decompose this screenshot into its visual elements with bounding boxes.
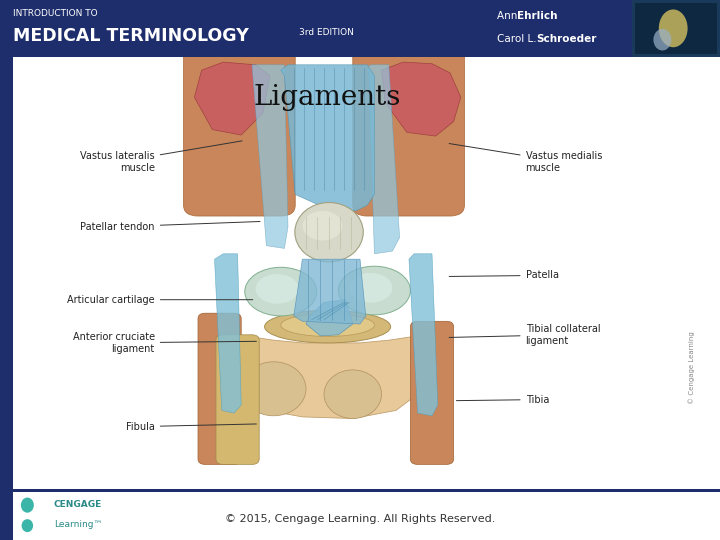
Ellipse shape [281,314,374,336]
FancyBboxPatch shape [353,43,464,216]
Ellipse shape [659,10,688,47]
Text: Fibula: Fibula [126,422,256,431]
Ellipse shape [22,519,33,532]
Polygon shape [409,254,438,416]
Polygon shape [382,62,461,136]
FancyBboxPatch shape [216,335,259,464]
Text: Ehrlich: Ehrlich [517,11,557,22]
Polygon shape [306,300,353,336]
Bar [635,3,717,54]
Text: Learning™: Learning™ [54,520,102,529]
Ellipse shape [349,273,392,302]
Text: INTRODUCTION TO: INTRODUCTION TO [13,9,98,17]
Ellipse shape [241,362,306,416]
Text: Carol L.: Carol L. [497,34,536,44]
Ellipse shape [302,211,343,241]
Ellipse shape [21,497,34,512]
Polygon shape [281,65,374,211]
Text: Vastus lateralis
muscle: Vastus lateralis muscle [80,141,242,173]
Bar [0,489,720,492]
Text: Vastus medialis
muscle: Vastus medialis muscle [449,144,602,173]
FancyBboxPatch shape [410,321,454,464]
Text: Articular cartilage: Articular cartilage [67,295,253,305]
Text: 3rd EDITION: 3rd EDITION [299,28,354,37]
Ellipse shape [256,274,299,303]
Ellipse shape [654,29,671,51]
Polygon shape [194,62,270,135]
Ellipse shape [295,202,364,262]
Bar [0,57,13,540]
Text: MEDICAL TERMINOLOGY: MEDICAL TERMINOLOGY [13,27,248,45]
Ellipse shape [265,310,391,343]
Polygon shape [294,259,366,324]
Text: Anterior cruciate
ligament: Anterior cruciate ligament [73,332,256,354]
Ellipse shape [245,267,317,316]
Text: Patella: Patella [449,271,559,280]
Polygon shape [227,335,425,418]
Text: Ligaments: Ligaments [254,84,401,111]
Text: Patellar tendon: Patellar tendon [81,221,260,232]
Text: Schroeder: Schroeder [536,34,597,44]
Polygon shape [252,65,288,248]
Text: Tibial collateral
ligament: Tibial collateral ligament [449,324,600,346]
FancyBboxPatch shape [184,43,295,216]
Ellipse shape [324,370,382,418]
FancyBboxPatch shape [198,313,241,464]
Text: Tibia: Tibia [456,395,549,404]
Polygon shape [215,254,241,413]
Ellipse shape [338,266,410,315]
Text: © Cengage Learning: © Cengage Learning [688,331,695,403]
Polygon shape [369,65,400,254]
Text: © 2015, Cengage Learning. All Rights Reserved.: © 2015, Cengage Learning. All Rights Res… [225,515,495,524]
Text: CENGAGE: CENGAGE [54,500,102,509]
Bar [0,0,720,57]
Bar [632,0,720,57]
Text: Ann: Ann [497,11,521,22]
